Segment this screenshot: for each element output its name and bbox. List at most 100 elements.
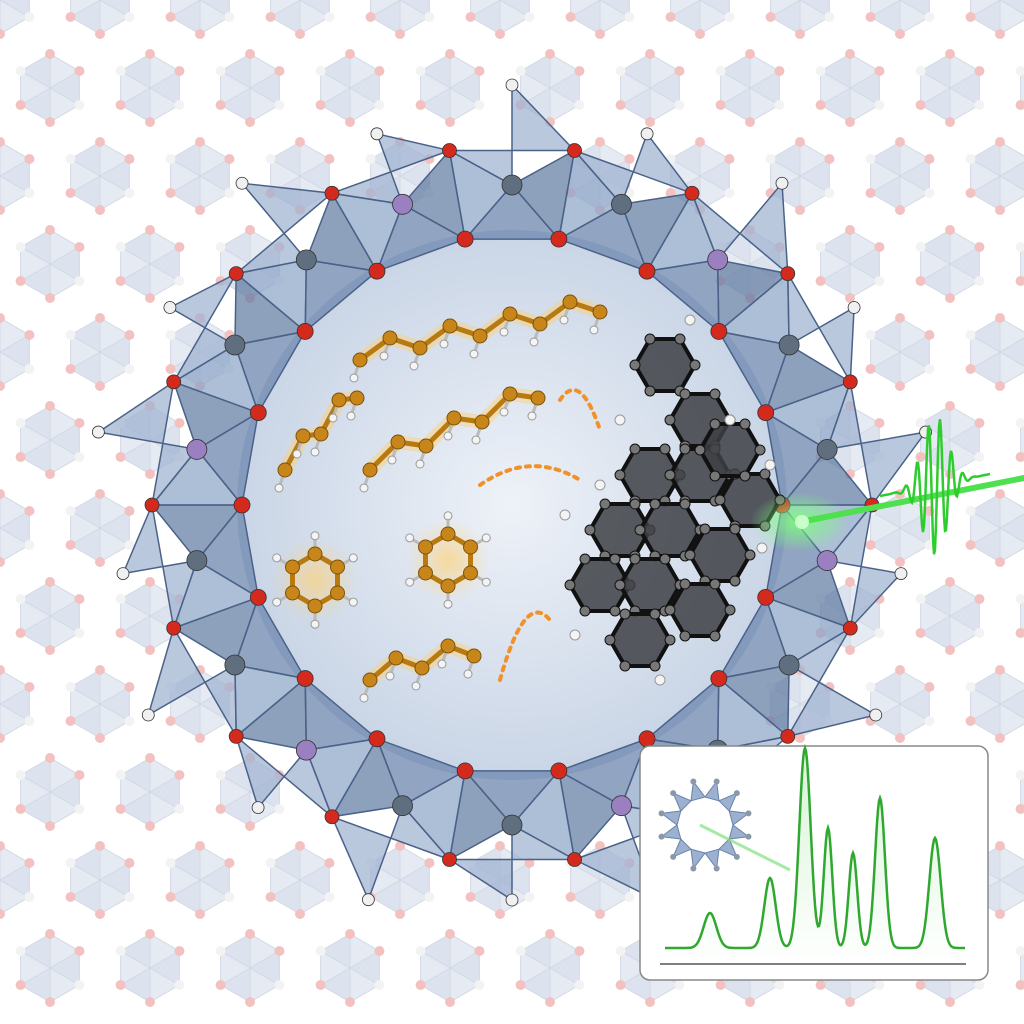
bg-atom: [924, 716, 935, 726]
atom: [816, 439, 838, 460]
bg-atom: [474, 980, 485, 990]
bg-atom: [695, 137, 705, 147]
bg-tetrahedron: [699, 0, 730, 18]
atom: [550, 230, 568, 248]
bg-tetrahedron: [999, 317, 1024, 353]
bg-tetrahedron: [19, 263, 51, 299]
bg-atom: [324, 12, 335, 22]
bg-atom: [124, 364, 135, 374]
bg-tetrahedron: [869, 0, 901, 35]
carbon: [629, 553, 641, 565]
bg-tetrahedron: [869, 317, 901, 353]
bg-atom: [1015, 66, 1024, 76]
bg-atom: [65, 12, 76, 22]
bg-tetrahedron: [949, 246, 980, 282]
atom: [550, 762, 568, 780]
hydrogen: [348, 553, 358, 563]
bg-atom: [95, 381, 105, 391]
bg-tetrahedron: [199, 0, 231, 35]
bg-tetrahedron: [169, 0, 201, 35]
bg-tetrahedron: [299, 0, 331, 35]
inset-beam: [699, 823, 791, 872]
bg-tetrahedron: [949, 581, 981, 617]
bg-tetrahedron: [69, 527, 101, 563]
carbon: [307, 598, 323, 614]
bg-atom: [974, 980, 985, 990]
carbon: [330, 585, 346, 601]
carbon: [679, 498, 691, 510]
bg-atom: [674, 66, 685, 76]
bg-atom: [45, 753, 55, 763]
bg-tetrahedron: [899, 527, 931, 563]
bg-atom: [924, 364, 935, 374]
bg-atom: [865, 188, 876, 198]
atom: [456, 762, 474, 780]
atom: [611, 795, 632, 817]
bg-tetrahedron: [0, 334, 30, 370]
bg-atom: [745, 49, 755, 59]
atom: [296, 670, 314, 687]
bg-tetrahedron: [19, 791, 51, 827]
bg-atom: [965, 330, 976, 340]
bg-tetrahedron: [849, 70, 880, 106]
bg-atom: [245, 49, 255, 59]
bg-tetrahedron: [970, 510, 1001, 546]
bg-tetrahedron: [99, 703, 131, 739]
spectrum-line: [665, 743, 965, 950]
carbon: [619, 660, 631, 672]
bg-tetrahedron: [269, 0, 301, 35]
bg-tetrahedron: [299, 0, 330, 18]
carbon-ring: [637, 502, 703, 558]
bg-atom: [174, 804, 185, 814]
atom: [842, 374, 858, 390]
bg-tetrahedron: [970, 686, 1001, 722]
bg-atom: [0, 733, 5, 743]
bg-tetrahedron: [820, 70, 851, 106]
bg-atom: [74, 628, 85, 638]
carbon: [418, 438, 434, 454]
bg-tetrahedron: [449, 967, 481, 1003]
bg-atom: [1015, 804, 1024, 814]
bg-tetrahedron: [549, 950, 580, 986]
bg-atom: [115, 452, 126, 462]
bg-tetrahedron: [470, 0, 501, 18]
bg-tetrahedron: [249, 950, 280, 986]
carbon-ring: [617, 557, 683, 613]
atom: [224, 334, 246, 356]
carbon: [699, 523, 711, 535]
hydrogen: [594, 479, 606, 491]
carbon: [599, 498, 611, 510]
reaction-arrow: [498, 610, 552, 682]
bg-atom: [195, 205, 205, 215]
bg-tetrahedron: [120, 246, 151, 282]
bg-tetrahedron: [99, 0, 131, 35]
bg-atom: [124, 12, 135, 22]
bg-tetrahedron: [99, 669, 131, 705]
bg-atom: [574, 66, 585, 76]
bg-atom: [995, 665, 1005, 675]
bg-atom: [924, 154, 935, 164]
bg-atom: [965, 188, 976, 198]
bg-atom: [115, 946, 126, 956]
carbon: [502, 386, 518, 402]
atom: [780, 266, 796, 281]
atom: [816, 550, 838, 571]
carbon: [390, 434, 406, 450]
bg-tetrahedron: [870, 158, 901, 194]
bg-tetrahedron: [0, 0, 30, 18]
bg-atom: [0, 665, 5, 675]
molecule-glow: [273, 538, 357, 622]
bg-atom: [795, 29, 805, 39]
bg-atom: [965, 540, 976, 550]
carbon: [362, 462, 378, 478]
bg-atom: [265, 892, 276, 902]
bg-atom: [215, 66, 226, 76]
bg-atom: [295, 137, 305, 147]
bg-atom: [915, 594, 926, 604]
bg-tetrahedron: [149, 229, 181, 265]
bg-tetrahedron: [149, 581, 181, 617]
bg-atom: [145, 577, 155, 587]
bg-tetrahedron: [820, 246, 851, 282]
bg-tetrahedron: [969, 175, 1001, 211]
bg-tetrahedron: [749, 87, 781, 123]
